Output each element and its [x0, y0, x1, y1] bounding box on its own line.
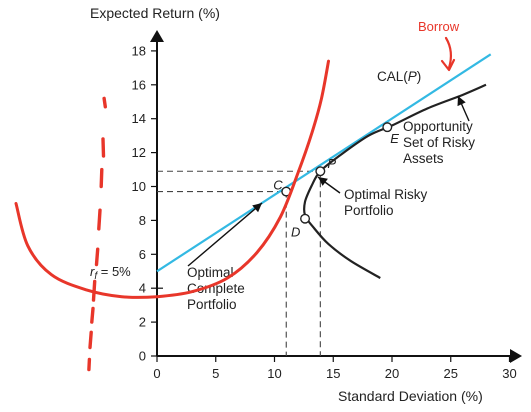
point-e: [382, 122, 393, 133]
y-axis-title: Expected Return (%): [90, 5, 220, 21]
cal-label-suffix: ): [417, 69, 422, 84]
optimal-risky-portfolio-label-line: Portfolio: [344, 203, 394, 218]
point-label-e: E: [390, 131, 399, 146]
handdrawn-indifference-curve: [14, 59, 330, 299]
arrow-opportunity-set-head-icon: [457, 96, 466, 107]
cal-label-prefix: CAL(: [377, 69, 408, 84]
point-d: [300, 213, 311, 224]
optimal-risky-portfolio-label: Optimal Risky Portfolio: [344, 187, 428, 218]
y-tick-label: 6: [139, 247, 146, 262]
x-tick-label: 30: [502, 366, 516, 381]
cal-label: CAL(P): [377, 69, 421, 84]
rf-symbol: r: [90, 264, 95, 279]
risk-free-rate-label: rf = 5%: [90, 264, 131, 282]
x-tick-label: 25: [444, 366, 458, 381]
axis-ticks: 0 5 10 15 20 25 30 0 2 4 6 8 10 12 14 16 18 rf = 5%: [90, 43, 517, 381]
x-axis-arrow-icon: [510, 349, 522, 363]
x-tick-label: 15: [326, 366, 340, 381]
borrow-arrow-head-icon: [440, 58, 456, 72]
x-axis-title: Standard Deviation (%): [338, 388, 483, 404]
x-tick-label: 5: [212, 366, 219, 381]
chart-curves: [156, 53, 492, 279]
y-tick-label: 8: [139, 213, 146, 228]
x-tick-label: 0: [153, 366, 160, 381]
optimal-complete-portfolio-label: Optimal Complete Portfolio: [187, 265, 245, 312]
optimal-complete-portfolio-label-line: Optimal: [187, 265, 234, 280]
handwritten-overlay: Borrow: [14, 19, 460, 372]
x-tick-label: 20: [385, 366, 399, 381]
optimal-complete-portfolio-label-line: Complete: [187, 281, 245, 296]
y-tick-label: 10: [132, 179, 146, 194]
rf-value: = 5%: [97, 264, 131, 279]
handdrawn-dash: [102, 96, 107, 109]
y-tick-label: 0: [139, 349, 146, 364]
point-p: [315, 166, 326, 177]
opportunity-set-label: Opportunity Set of Risky Assets: [403, 119, 475, 166]
opportunity-set-label-line: Set of Risky: [403, 135, 475, 150]
y-tick-label: 16: [132, 77, 146, 92]
handdrawn-dash: [88, 330, 93, 350]
optimal-risky-portfolio-label-line: Optimal Risky: [344, 187, 428, 202]
guide-lines: [157, 170, 321, 356]
handdrawn-dash: [97, 208, 102, 231]
opportunity-set-label-line: Assets: [403, 151, 444, 166]
borrow-arrow-line: [444, 36, 453, 70]
y-axis-arrow-icon: [150, 30, 164, 42]
cal-line: [156, 53, 492, 273]
x-tick-label: 10: [267, 366, 281, 381]
handdrawn-dash: [94, 247, 100, 267]
chart-points: [281, 122, 393, 224]
borrow-label: Borrow: [418, 19, 460, 34]
handdrawn-dash: [90, 306, 95, 324]
handdrawn-dash: [101, 137, 106, 158]
rf-subscript: f: [94, 271, 98, 282]
handdrawn-dash: [91, 279, 97, 302]
handdrawn-dash: [99, 167, 104, 189]
point-label-p: P: [327, 156, 336, 171]
arrow-optimal-complete-head-icon: [252, 203, 262, 213]
opportunity-set-curve: [303, 83, 487, 279]
arrow-optimal-complete: [187, 202, 263, 267]
arrow-optimal-risky-head-icon: [318, 177, 328, 186]
point-label-c: C: [273, 178, 283, 193]
y-tick-label: 2: [139, 315, 146, 330]
y-tick-label: 18: [132, 43, 146, 58]
y-tick-label: 4: [139, 281, 146, 296]
opportunity-set-label-line: Opportunity: [403, 119, 473, 134]
y-tick-label: 14: [132, 111, 146, 126]
y-tick-label: 12: [132, 145, 146, 160]
cal-label-italic: P: [408, 69, 417, 84]
handdrawn-dash: [87, 357, 92, 372]
optimal-complete-portfolio-label-line: Portfolio: [187, 297, 237, 312]
point-label-d: D: [291, 225, 300, 240]
